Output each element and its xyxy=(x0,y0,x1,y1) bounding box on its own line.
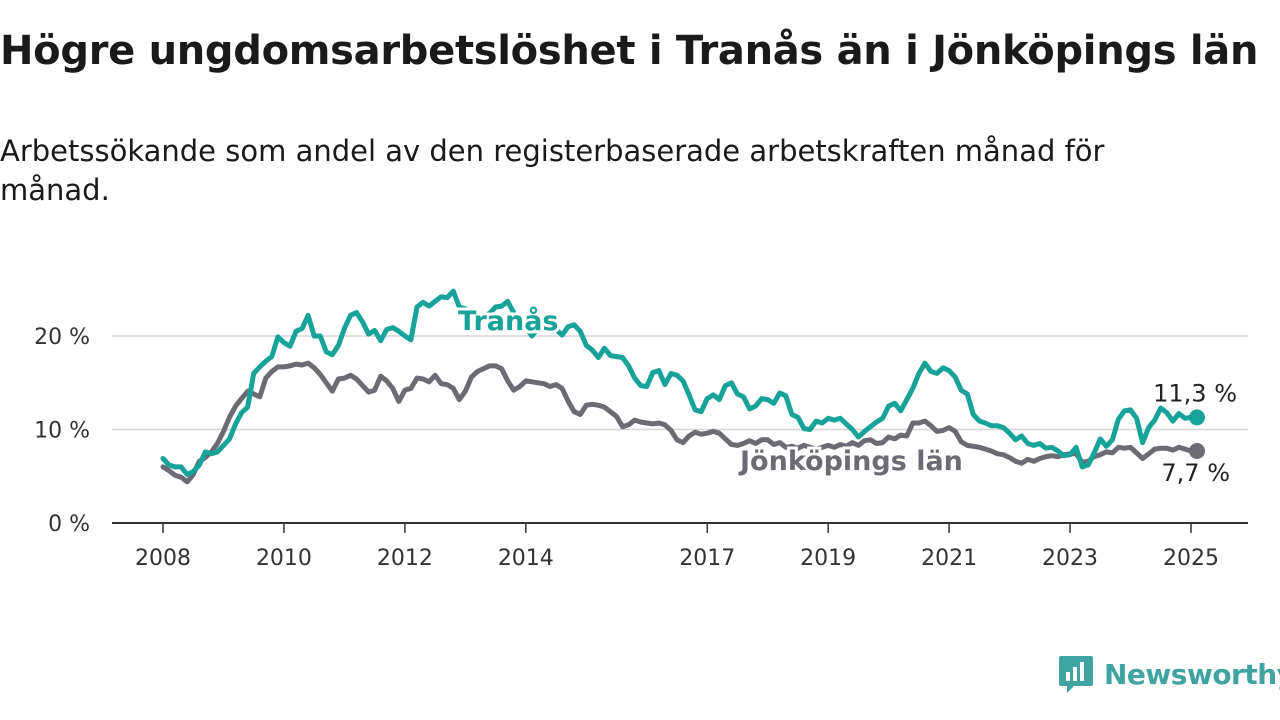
series-label-jonkopings-lan: Jönköpings län xyxy=(738,446,963,477)
x-tick-label: 2017 xyxy=(679,546,735,571)
x-tick-label: 2008 xyxy=(135,546,191,571)
y-tick-label: 0 % xyxy=(48,512,90,537)
series-end-point xyxy=(1189,409,1205,426)
series-line-jonkopings-lan xyxy=(160,360,1194,485)
x-tick-label: 2010 xyxy=(256,546,312,571)
x-tick-label: 2025 xyxy=(1163,546,1219,571)
newsworthy-brand[interactable]: Newsworthy xyxy=(1058,654,1280,694)
x-tick-label: 2023 xyxy=(1042,546,1098,571)
chart-subtitle: Arbetssökande som andel av den registerb… xyxy=(0,134,1105,207)
end-value-jonkopings-lan: 7,7 % xyxy=(1161,459,1230,487)
y-tick-label: 20 % xyxy=(34,325,90,350)
end-value-tranas: 11,3 % xyxy=(1153,379,1237,407)
x-tick-label: 2014 xyxy=(498,546,554,571)
chart-title: Högre ungdomsarbetslöshet i Tranås än i … xyxy=(0,28,1259,74)
series-line-tranas xyxy=(160,288,1194,477)
newsworthy-logo-icon xyxy=(1059,656,1093,693)
series-lines xyxy=(160,288,1205,485)
series-end-point xyxy=(1189,443,1205,460)
x-tick-label: 2021 xyxy=(921,546,977,571)
y-tick-label: 10 % xyxy=(34,419,90,444)
x-tick-label: 2019 xyxy=(800,546,856,571)
grid-lines xyxy=(112,335,1248,431)
brand-name: Newsworthy xyxy=(1104,657,1280,691)
y-axis-ticks: 0 % 10 % 20 % xyxy=(34,325,90,537)
series-labels: Tranås Jönköpings län 11,3 % 7,7 % xyxy=(455,302,1237,487)
series-label-tranas: Tranås xyxy=(458,305,559,337)
x-axis: 2008 2010 2012 2014 2017 2019 2021 2023 2025 xyxy=(112,522,1248,571)
x-tick-label: 2012 xyxy=(377,546,433,571)
